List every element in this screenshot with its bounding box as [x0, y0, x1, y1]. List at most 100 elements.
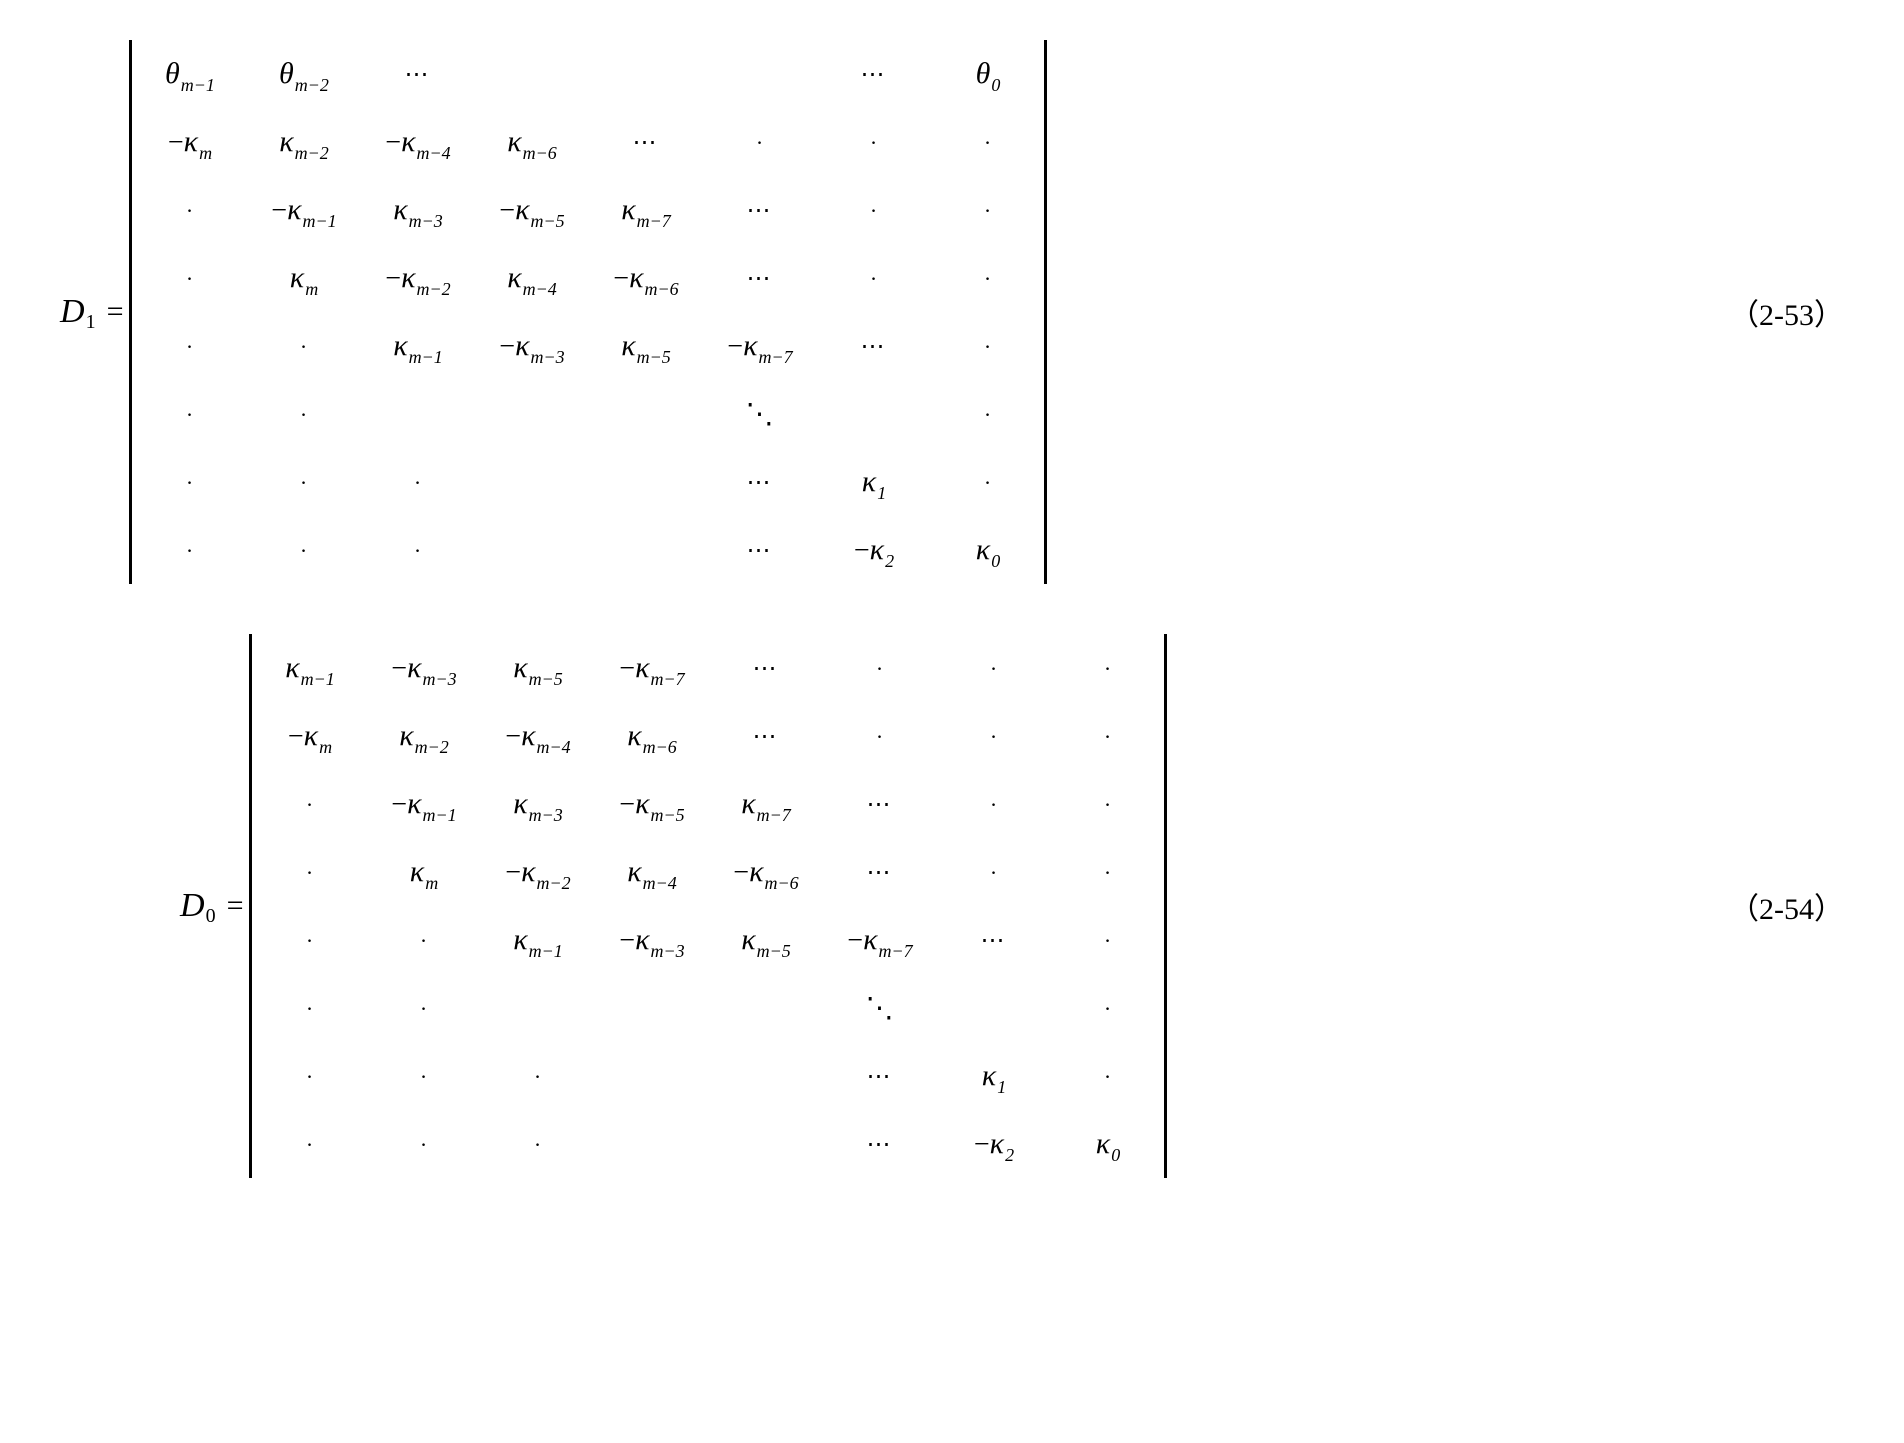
- matrix-cell: ·: [930, 176, 1044, 244]
- matrix-cell: [594, 974, 708, 1042]
- matrix-cell: ·: [816, 244, 930, 312]
- matrix-cell: ·: [1050, 974, 1164, 1042]
- matrix-row: ··⋱·: [132, 380, 1044, 448]
- eq1-matrix: θm−1θm−2⋯⋯θ0−κmκm−2−κm−4κm−6⋯····−κm−1κm…: [132, 40, 1044, 584]
- matrix-cell: −κm−1: [366, 770, 480, 838]
- eq2-number: （2-54）: [1729, 884, 1844, 928]
- matrix-cell: θm−2: [246, 40, 360, 108]
- matrix-cell: ·: [1050, 770, 1164, 838]
- eq1-equals: =: [107, 295, 124, 329]
- matrix-cell: ·: [246, 516, 360, 584]
- matrix-cell: ·: [930, 108, 1044, 176]
- matrix-cell: −κm−4: [360, 108, 474, 176]
- matrix-cell: −κ2: [816, 516, 930, 584]
- matrix-cell: −κm−6: [708, 838, 822, 906]
- matrix-cell: ·: [936, 838, 1050, 906]
- matrix-cell: κm−2: [246, 108, 360, 176]
- matrix-row: κm−1−κm−3κm−5−κm−7⋯···: [252, 634, 1164, 702]
- equation-2-53: D 1 = θm−1θm−2⋯⋯θ0−κmκm−2−κm−4κm−6⋯····−…: [60, 40, 1844, 584]
- matrix-row: ···⋯−κ2κ0: [252, 1110, 1164, 1178]
- matrix-cell: κ0: [930, 516, 1044, 584]
- eq1-number: （2-53）: [1729, 290, 1844, 334]
- matrix-cell: −κm−7: [594, 634, 708, 702]
- matrix-cell: [702, 40, 816, 108]
- equation-lhs-rhs: D 0 = κm−1−κm−3κm−5−κm−7⋯···−κmκm−2−κm−4…: [180, 634, 1167, 1178]
- matrix-cell: [708, 1042, 822, 1110]
- matrix-cell: ⋱: [702, 380, 816, 448]
- matrix-cell: ·: [936, 634, 1050, 702]
- matrix-cell: ·: [252, 1110, 366, 1178]
- matrix-cell: −κm−3: [474, 312, 588, 380]
- matrix-cell: ·: [480, 1042, 594, 1110]
- eq2-var: D: [180, 887, 205, 925]
- matrix-cell: κm−5: [480, 634, 594, 702]
- matrix-cell: [474, 380, 588, 448]
- matrix-cell: ·: [366, 906, 480, 974]
- matrix-cell: −κm−4: [480, 702, 594, 770]
- matrix-cell: ·: [246, 312, 360, 380]
- matrix-cell: ·: [930, 244, 1044, 312]
- eq2-matrix: κm−1−κm−3κm−5−κm−7⋯···−κmκm−2−κm−4κm−6⋯·…: [252, 634, 1164, 1178]
- matrix-cell: ·: [252, 1042, 366, 1110]
- matrix-cell: ⋯: [702, 448, 816, 516]
- matrix-cell: ·: [480, 1110, 594, 1178]
- eq1-lhs: D 1: [60, 293, 95, 331]
- matrix-cell: [588, 380, 702, 448]
- matrix-cell: ·: [246, 448, 360, 516]
- matrix-cell: κm: [246, 244, 360, 312]
- matrix-cell: ·: [1050, 634, 1164, 702]
- matrix-cell: θ0: [930, 40, 1044, 108]
- matrix-cell: ⋯: [822, 770, 936, 838]
- matrix-cell: κm−4: [474, 244, 588, 312]
- matrix-cell: [474, 516, 588, 584]
- matrix-cell: −κm−2: [360, 244, 474, 312]
- matrix-cell: [816, 380, 930, 448]
- matrix-cell: −κm−7: [822, 906, 936, 974]
- matrix-cell: −κm−3: [366, 634, 480, 702]
- matrix-cell: ⋯: [702, 516, 816, 584]
- matrix-cell: κm−4: [594, 838, 708, 906]
- matrix-cell: ·: [930, 448, 1044, 516]
- matrix-cell: [588, 40, 702, 108]
- matrix-cell: [936, 974, 1050, 1042]
- matrix-cell: ·: [246, 380, 360, 448]
- matrix-cell: ·: [132, 516, 246, 584]
- matrix-cell: ⋯: [360, 40, 474, 108]
- matrix-cell: −κ2: [936, 1110, 1050, 1178]
- matrix-cell: −κm: [132, 108, 246, 176]
- matrix-cell: ·: [366, 974, 480, 1042]
- matrix-cell: [474, 448, 588, 516]
- matrix-cell: κm−7: [588, 176, 702, 244]
- matrix-cell: −κm−1: [246, 176, 360, 244]
- matrix-cell: ⋯: [708, 634, 822, 702]
- matrix-cell: ·: [132, 380, 246, 448]
- matrix-cell: ·: [1050, 838, 1164, 906]
- matrix-row: ·κm−κm−2κm−4−κm−6⋯··: [252, 838, 1164, 906]
- matrix-cell: κm−7: [708, 770, 822, 838]
- eq2-determinant: κm−1−κm−3κm−5−κm−7⋯···−κmκm−2−κm−4κm−6⋯·…: [249, 634, 1167, 1178]
- matrix-cell: κm−5: [708, 906, 822, 974]
- matrix-cell: ·: [1050, 906, 1164, 974]
- matrix-row: ··⋱·: [252, 974, 1164, 1042]
- matrix-cell: −κm−2: [480, 838, 594, 906]
- determinant-right-bar: [1164, 634, 1167, 1178]
- matrix-cell: κm−3: [480, 770, 594, 838]
- matrix-cell: ⋯: [816, 312, 930, 380]
- matrix-cell: κm−6: [594, 702, 708, 770]
- matrix-cell: ⋯: [708, 702, 822, 770]
- matrix-row: ···⋯κ1·: [132, 448, 1044, 516]
- matrix-cell: ·: [252, 770, 366, 838]
- matrix-row: ··κm−1−κm−3κm−5−κm−7⋯·: [132, 312, 1044, 380]
- matrix-cell: ⋯: [702, 244, 816, 312]
- matrix-row: ···⋯−κ2κ0: [132, 516, 1044, 584]
- matrix-cell: [708, 974, 822, 1042]
- matrix-cell: [708, 1110, 822, 1178]
- matrix-cell: κm−5: [588, 312, 702, 380]
- matrix-cell: θm−1: [132, 40, 246, 108]
- matrix-cell: −κm−7: [702, 312, 816, 380]
- matrix-cell: [594, 1110, 708, 1178]
- matrix-row: θm−1θm−2⋯⋯θ0: [132, 40, 1044, 108]
- matrix-cell: −κm: [252, 702, 366, 770]
- matrix-cell: κm−1: [480, 906, 594, 974]
- matrix-cell: ⋯: [936, 906, 1050, 974]
